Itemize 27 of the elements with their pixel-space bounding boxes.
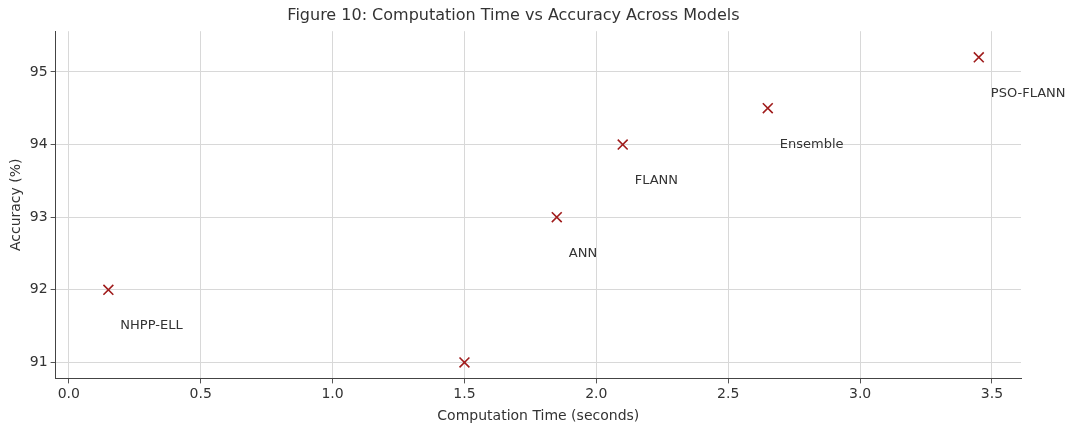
x-tick-label: 2.5 [717, 385, 740, 402]
point [762, 102, 774, 114]
y-axis-title: Accuracy (%) [7, 158, 24, 252]
annotation: FLANN [634, 171, 679, 187]
y-tick-label: 91 [29, 353, 48, 370]
x-tick-label: 1.5 [453, 385, 476, 402]
x-axis-title: Computation Time (seconds) [437, 407, 640, 424]
x-tick-label: 1.0 [321, 385, 344, 402]
annotation: Ensemble [779, 135, 844, 151]
annotation: PSO-FLANN [990, 84, 1066, 100]
x-tick-label: 3.0 [848, 385, 872, 402]
y-tick-label: 95 [29, 62, 48, 79]
point [973, 51, 985, 64]
x-tick-label: 0.0 [57, 385, 80, 402]
y-tick-label: 94 [29, 135, 48, 152]
point [616, 138, 629, 151]
point [458, 356, 471, 369]
annotation: ANN [568, 244, 598, 260]
point [551, 211, 563, 223]
y-tick-label: 93 [29, 207, 48, 224]
x-tick-label: 3.5 [980, 385, 1004, 402]
x-tick-label: 0.5 [189, 385, 212, 402]
y-tick-label: 92 [29, 280, 48, 297]
x-tick-label: 2.0 [585, 385, 608, 402]
chart-title: Figure 10: Computation Time vs Accuracy Across Models [287, 4, 740, 24]
annotation: NHPP-ELL [120, 317, 184, 333]
point [102, 284, 115, 296]
